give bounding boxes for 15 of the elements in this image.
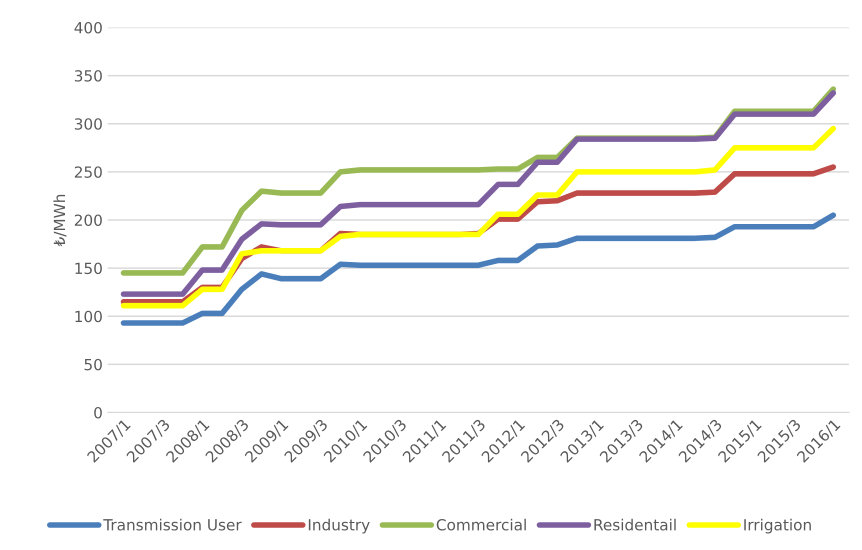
- legend-label: Residentail: [594, 518, 676, 531]
- y-tick-label: 250: [74, 166, 102, 178]
- legend-label: Transmission User: [103, 518, 242, 531]
- y-tick-label: 200: [74, 214, 102, 226]
- legend-label: Industry: [308, 518, 370, 534]
- y-tick-label: 350: [74, 70, 102, 82]
- y-tick-label: 100: [75, 310, 102, 322]
- legend-label: Irrigation: [744, 518, 811, 534]
- y-tick-label: 300: [74, 118, 102, 130]
- y-tick-label: 0: [94, 406, 102, 419]
- y-tick-label: 50: [84, 358, 102, 370]
- y-axis-title: ₺/MWh: [53, 194, 66, 246]
- legend-label: Commercial: [436, 518, 526, 531]
- y-tick-label: 400: [74, 22, 102, 34]
- y-tick-label: 150: [75, 262, 102, 274]
